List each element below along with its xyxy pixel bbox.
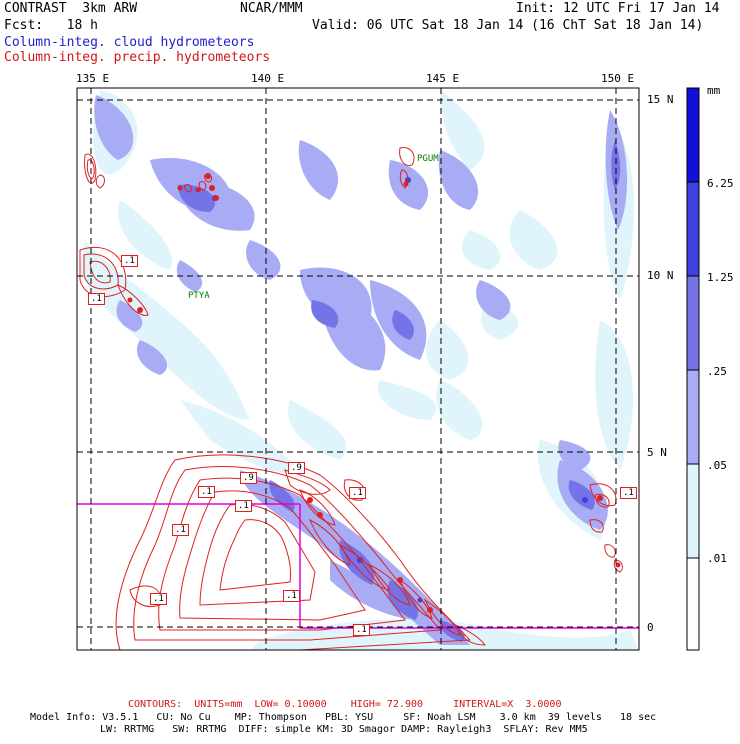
contour-label: .1: [88, 293, 105, 305]
init-time: Init: 12 UTC Fri 17 Jan 14: [516, 1, 720, 16]
colorbar-label-0-01: .01: [707, 552, 727, 565]
model-info-line-1: Model Info: V3.5.1 CU: No Cu MP: Thompso…: [30, 712, 657, 723]
station-label-ptya: PTYA: [188, 291, 210, 301]
contour-label: .1: [349, 487, 366, 499]
map-frame: [76, 87, 640, 651]
contour-label: .1: [235, 500, 252, 512]
contour-label: .1: [283, 590, 300, 602]
contour-label: .1: [172, 524, 189, 536]
colorbar-label-0-25: .25: [707, 365, 727, 378]
center-label: NCAR/MMM: [240, 1, 303, 16]
colorbar-label-1-25: 1.25: [707, 271, 734, 284]
lat-label-15n: 15 N: [647, 93, 674, 106]
contour-label: .9: [288, 462, 305, 474]
station-label-pgum: PGUM: [417, 154, 439, 164]
colorbar: [686, 87, 700, 651]
colorbar-unit: mm: [707, 84, 721, 97]
precip-contours: [79, 146, 623, 650]
colorbar-label-6-25: 6.25: [707, 177, 734, 190]
forecast-hour: Fcst: 18 h: [4, 18, 98, 33]
model-title: CONTRAST 3km ARW: [4, 1, 138, 16]
field-cloud-label: Column-integ. cloud hydrometeors: [4, 35, 255, 50]
cloud-field: [80, 90, 639, 650]
contour-label: .1: [353, 624, 370, 636]
model-info-line-2: LW: RRTMG SW: RRTMG DIFF: simple KM: 3D …: [100, 724, 588, 735]
lon-label-150: 150 E: [601, 72, 635, 85]
contour-label: .1: [121, 255, 138, 267]
lon-label-145: 145 E: [426, 72, 460, 85]
field-precip-label: Column-integ. precip. hydrometeors: [4, 50, 271, 65]
colorbar-label-0-05: .05: [707, 459, 727, 472]
contour-label: .9: [240, 472, 257, 484]
lon-label-135: 135 E: [76, 72, 110, 85]
lon-label-140: 140 E: [251, 72, 285, 85]
contour-label: .1: [150, 593, 167, 605]
lat-label-0: 0: [647, 621, 654, 634]
contour-info: CONTOURS: UNITS=mm LOW= 0.10000 HIGH= 72…: [128, 699, 562, 710]
contour-label: .1: [198, 486, 215, 498]
valid-time: Valid: 06 UTC Sat 18 Jan 14 (16 ChT Sat …: [312, 18, 704, 33]
contour-label: .1: [620, 487, 637, 499]
lat-label-10n: 10 N: [647, 269, 674, 282]
lat-label-5n: 5 N: [647, 446, 667, 459]
